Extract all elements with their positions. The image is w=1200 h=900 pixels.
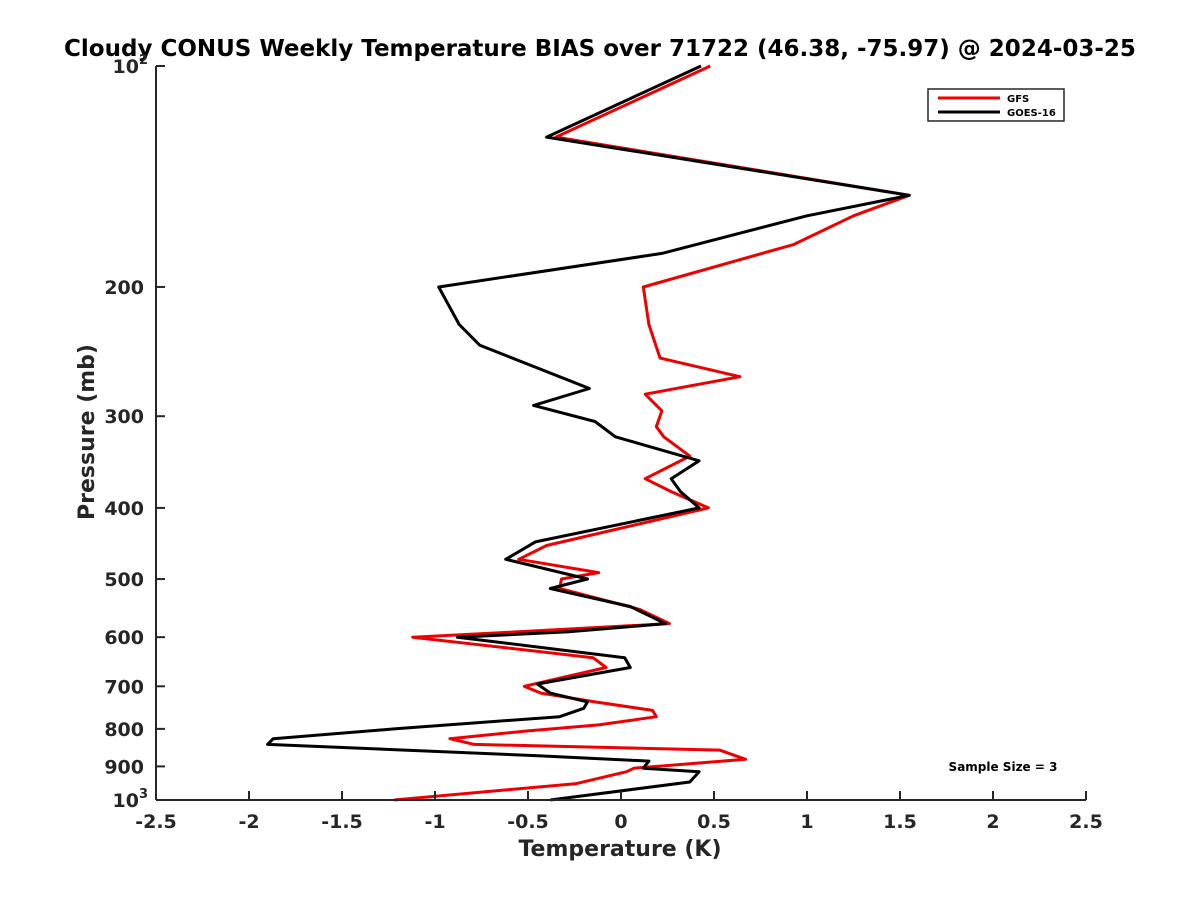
x-tick-label: -1.5 — [321, 811, 363, 833]
x-tick-label: -1 — [424, 811, 445, 833]
x-tick-label: -2.5 — [135, 811, 177, 833]
x-tick-label: -2 — [238, 811, 259, 833]
y-tick-label: 800 — [104, 719, 144, 741]
x-tick-label: 2 — [986, 811, 999, 833]
y-tick-label: 900 — [104, 756, 144, 778]
y-tick-label: 500 — [104, 569, 144, 591]
x-tick-label: 1.5 — [883, 811, 917, 833]
y-tick-label: 700 — [104, 676, 144, 698]
y-tick-label: 600 — [104, 627, 144, 649]
series-lines — [266, 64, 911, 802]
y-axis-label: Pressure (mb) — [75, 344, 100, 520]
y-tick-label: 200 — [104, 277, 144, 299]
legend-label: GOES-16 — [1007, 108, 1056, 119]
x-tick-label: 1 — [800, 811, 813, 833]
legend: GFS GOES-16 — [927, 88, 1065, 122]
x-tick-label: 2.5 — [1069, 811, 1103, 833]
y-tick-label: 103 — [113, 787, 149, 812]
series-line-gfs — [393, 64, 911, 802]
sample-size-note: Sample Size = 3 — [949, 760, 1058, 774]
x-tick-label: 0.5 — [697, 811, 731, 833]
x-tick-label: 0 — [614, 811, 627, 833]
y-tick-label: 400 — [104, 498, 144, 520]
legend-box — [927, 88, 1065, 122]
legend-label: GFS — [1007, 94, 1029, 105]
y-tick-label: 102 — [113, 53, 149, 78]
y-tick-label: 300 — [104, 406, 144, 428]
chart-title: Cloudy CONUS Weekly Temperature BIAS ove… — [64, 36, 1136, 62]
axes: -2.5 -2 -1.5 -1 -0.5 0 0.5 1 1.5 2 2.5 102 200 300 400… — [104, 53, 1103, 833]
series-line-goes-16 — [266, 64, 911, 802]
x-axis-label: Temperature (K) — [518, 837, 721, 862]
x-tick-label: -0.5 — [507, 811, 549, 833]
